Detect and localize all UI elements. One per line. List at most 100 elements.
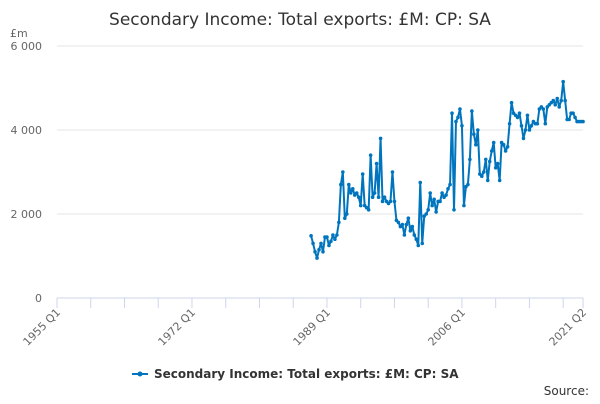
data-point — [505, 145, 510, 149]
data-point — [319, 241, 323, 246]
data-point — [485, 178, 490, 183]
data-point — [396, 220, 401, 225]
y-tick-label: 6 000 — [11, 40, 43, 53]
data-point — [474, 142, 478, 147]
data-point — [495, 161, 500, 166]
data-point — [454, 119, 458, 124]
data-point — [430, 203, 434, 208]
data-point — [472, 132, 476, 136]
data-point — [543, 121, 548, 126]
legend-point-marker — [137, 371, 143, 377]
x-tick-label: 1955 Q1 — [21, 306, 64, 349]
data-point — [434, 210, 438, 214]
data-point — [525, 113, 530, 118]
data-point — [563, 98, 567, 103]
data-point — [460, 124, 464, 128]
data-point — [487, 159, 492, 164]
data-point — [356, 195, 361, 199]
data-point — [374, 161, 379, 166]
data-point — [358, 203, 363, 208]
data-point — [519, 124, 524, 128]
data-point — [452, 208, 456, 212]
data-point — [346, 182, 351, 187]
y-tick-label: 0 — [35, 292, 42, 305]
data-point — [541, 107, 546, 111]
data-point — [382, 195, 387, 199]
data-point — [573, 115, 577, 120]
data-point — [535, 121, 540, 126]
data-point — [440, 191, 444, 195]
data-point — [481, 170, 486, 174]
data-point — [360, 172, 365, 176]
data-point — [476, 128, 480, 132]
data-point — [345, 212, 349, 216]
chart-title: Secondary Income: Total exports: £M: CP:… — [109, 10, 491, 30]
legend-label[interactable]: Secondary Income: Total exports: £M: CP:… — [154, 367, 459, 381]
data-point — [406, 216, 411, 220]
data-point — [372, 191, 377, 195]
data-point — [412, 233, 417, 237]
data-point — [489, 149, 494, 153]
data-point — [446, 187, 450, 191]
data-point — [456, 115, 460, 120]
data-point — [350, 187, 355, 191]
data-point — [380, 199, 385, 204]
data-point — [503, 149, 508, 153]
data-point — [414, 237, 419, 241]
data-point — [368, 153, 373, 157]
data-point — [392, 199, 397, 204]
data-point — [410, 224, 415, 229]
data-point — [557, 105, 562, 109]
data-point — [378, 136, 383, 141]
data-point — [327, 243, 331, 248]
data-point — [343, 216, 347, 220]
data-point — [559, 98, 563, 103]
x-tick-label: 1989 Q1 — [291, 306, 334, 349]
data-point — [388, 199, 393, 204]
data-point — [313, 250, 317, 254]
x-tick-label: 2021 Q2 — [547, 306, 590, 349]
y-axis-unit-label: £m — [10, 27, 28, 40]
data-point — [333, 237, 337, 241]
data-point — [325, 235, 329, 239]
data-point — [581, 119, 585, 124]
data-point — [354, 191, 359, 195]
x-tick-label: 2006 Q1 — [426, 306, 469, 349]
data-point — [493, 166, 498, 170]
data-point — [555, 96, 560, 101]
data-point — [376, 195, 381, 199]
data-point — [432, 197, 436, 202]
data-point — [420, 241, 425, 246]
data-point — [315, 256, 319, 260]
data-point — [408, 229, 413, 233]
y-tick-label: 4 000 — [11, 124, 43, 137]
legend[interactable]: Secondary Income: Total exports: £M: CP:… — [132, 367, 459, 381]
data-point — [348, 191, 353, 195]
data-point — [339, 182, 343, 187]
data-point — [553, 103, 558, 107]
data-point — [468, 157, 472, 162]
data-point — [416, 243, 421, 248]
data-point — [466, 182, 470, 187]
data-point — [311, 241, 315, 246]
data-point — [438, 199, 442, 204]
data-point — [470, 109, 474, 113]
data-point — [551, 98, 556, 103]
data-point — [509, 100, 514, 105]
data-point — [571, 111, 575, 115]
data-point — [483, 157, 488, 162]
data-point — [491, 140, 496, 145]
data-point — [523, 128, 528, 132]
data-point — [479, 174, 484, 178]
data-point — [400, 222, 405, 227]
data-point — [501, 142, 506, 147]
data-point — [317, 247, 321, 252]
data-point — [321, 250, 325, 254]
data-point — [366, 208, 371, 212]
data-point — [444, 193, 448, 197]
data-point — [448, 182, 452, 187]
source-label: Source: — [544, 384, 589, 398]
data-point — [402, 233, 407, 237]
data-point — [458, 107, 462, 111]
